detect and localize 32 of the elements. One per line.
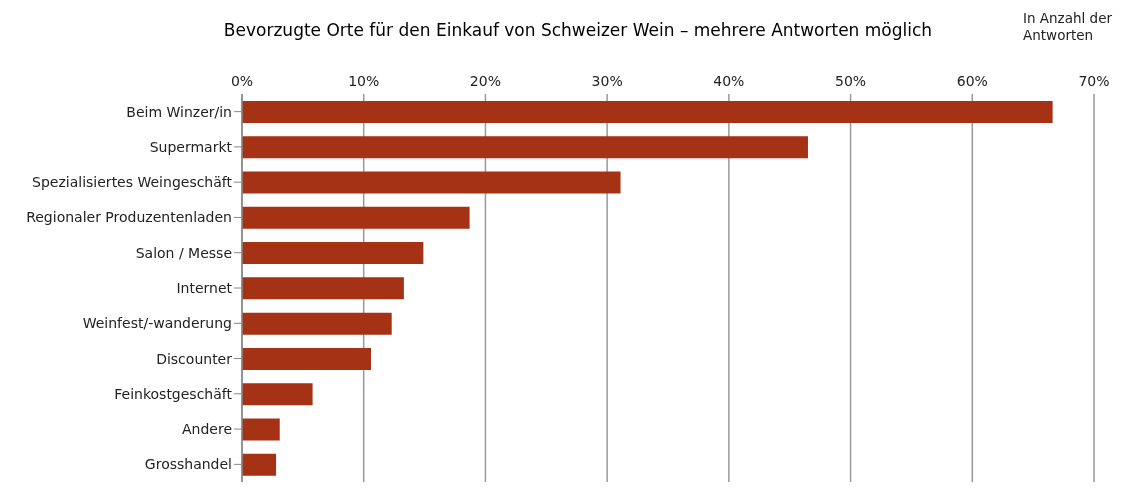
x-tick-label: 30% [591,73,623,89]
x-tick-label: 70% [1078,73,1110,89]
y-tick-label: Beim Winzer/in [126,103,232,120]
bar [242,136,808,159]
x-tick-label: 50% [835,73,867,89]
bar [242,453,277,476]
y-tick-label: Internet [176,279,233,296]
bar [242,242,424,265]
y-tick-label: Weinfest/-wanderung [82,315,232,332]
x-tick-label: 10% [348,73,380,89]
x-tick-label: 40% [713,73,745,89]
y-tick-label: Andere [181,421,232,438]
y-tick-label: Discounter [156,350,233,367]
y-tick-label: Feinkostgeschäft [114,385,233,402]
chart-title: Bevorzugte Orte für den Einkauf von Schweizer Wein – mehrere Antworten möglich [223,20,933,40]
y-tick-label: Grosshandel [144,456,232,473]
y-tick-label: Salon / Messe [135,244,232,261]
text: In Anzahl der Antworten [1023,10,1113,44]
y-tick-label: Supermarkt [149,138,233,155]
bar [242,206,470,229]
bar [242,347,372,370]
x-tick-label: 0% [230,73,254,89]
bar [242,383,313,406]
x-tick-label: 60% [956,73,988,89]
y-tick-label: Spezialisiertes Weingeschäft [32,174,233,191]
bar [242,312,392,335]
x-tick-label: 20% [469,73,501,89]
bar [242,171,621,194]
bar [242,101,1053,123]
y-tick-label: Regionaler Produzentenladen [26,209,232,226]
bar [242,277,404,300]
bar [242,418,280,441]
